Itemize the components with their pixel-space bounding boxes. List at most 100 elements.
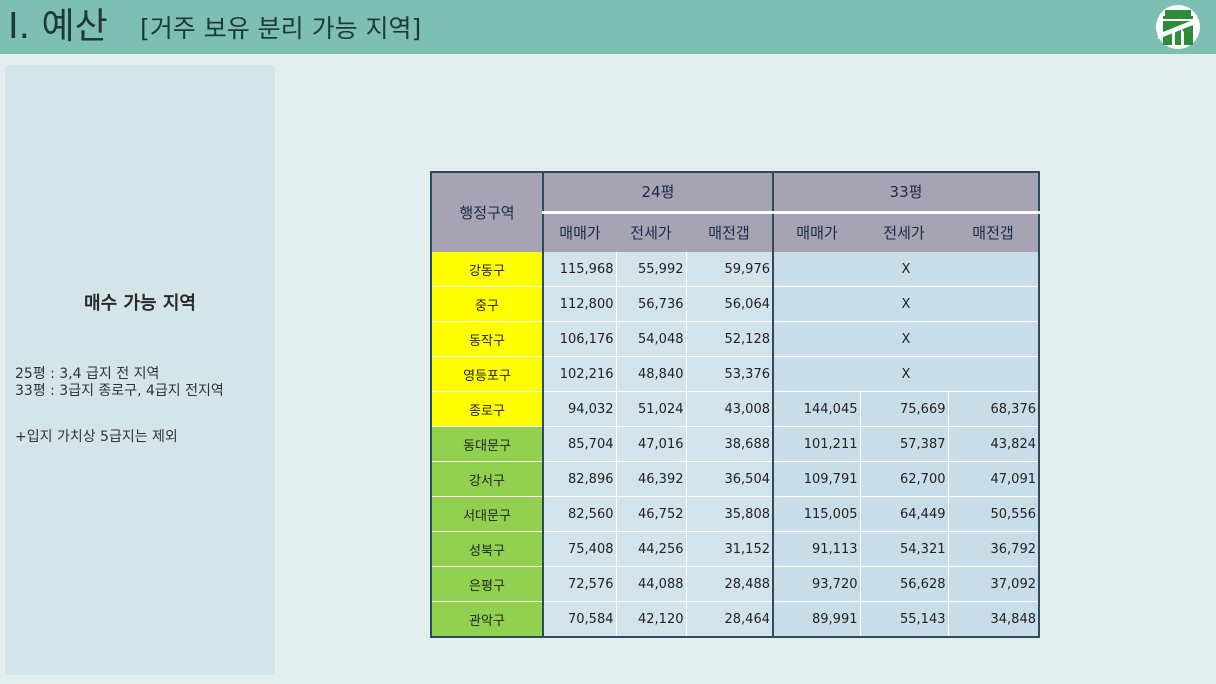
not-applicable-cell: X bbox=[772, 252, 1039, 287]
price-cell: 36,792 bbox=[948, 531, 1040, 567]
price-cell: 42,120 bbox=[616, 601, 687, 638]
table-row: 종로구 94,032 51,024 43,008 144,045 75,669 … bbox=[431, 391, 1040, 427]
price-cell: 68,376 bbox=[948, 391, 1040, 427]
price-cell: 35,808 bbox=[686, 496, 774, 532]
region-cell: 종로구 bbox=[431, 391, 544, 427]
price-cell: 48,840 bbox=[616, 356, 687, 392]
price-cell: 28,464 bbox=[686, 601, 774, 638]
table-row: 동작구 106,176 54,048 52,128 X bbox=[431, 321, 1039, 357]
sub-header-24-sale: 매매가 bbox=[543, 212, 616, 252]
price-cell: 54,321 bbox=[860, 531, 949, 567]
price-cell: 51,024 bbox=[616, 391, 687, 427]
price-cell: 57,387 bbox=[860, 426, 949, 462]
price-cell: 46,392 bbox=[616, 461, 687, 497]
table-row: 동대문구 85,704 47,016 38,688 101,211 57,387… bbox=[431, 426, 1040, 462]
region-cell: 강동구 bbox=[431, 252, 544, 287]
not-applicable-cell: X bbox=[772, 356, 1039, 392]
price-cell: 47,016 bbox=[616, 426, 687, 462]
price-cell: 82,896 bbox=[543, 461, 617, 497]
region-cell: 동작구 bbox=[431, 321, 544, 357]
table-row: 관악구 70,584 42,120 28,464 89,991 55,143 3… bbox=[431, 601, 1040, 638]
table-row: 강동구 115,968 55,992 59,976 X bbox=[431, 252, 1039, 287]
table-body: 강동구 115,968 55,992 59,976 X 중구 112,800 5… bbox=[431, 252, 1040, 638]
price-cell: 36,504 bbox=[686, 461, 774, 497]
region-cell: 서대문구 bbox=[431, 496, 544, 532]
price-cell: 54,048 bbox=[616, 321, 687, 357]
price-cell: 115,005 bbox=[772, 496, 861, 532]
price-cell: 109,791 bbox=[772, 461, 861, 497]
table-row: 중구 112,800 56,736 56,064 X bbox=[431, 286, 1039, 322]
info-line-33: 33평 : 3급지 종로구, 4급지 전지역 bbox=[15, 383, 224, 399]
header-bar: I. 예산 [거주 보유 분리 가능 지역] bbox=[0, 0, 1216, 54]
page-subtitle: [거주 보유 분리 가능 지역] bbox=[140, 14, 422, 43]
price-cell: 82,560 bbox=[543, 496, 617, 532]
info-heading: 매수 가능 지역 bbox=[84, 293, 196, 314]
price-cell: 31,152 bbox=[686, 531, 774, 567]
sub-header-33-gap: 매전갭 bbox=[948, 212, 1039, 252]
sub-header-33-jeonse: 전세가 bbox=[860, 212, 948, 252]
region-cell: 관악구 bbox=[431, 601, 544, 638]
price-cell: 44,088 bbox=[616, 566, 687, 602]
price-cell: 37,092 bbox=[948, 566, 1040, 602]
price-cell: 53,376 bbox=[686, 356, 774, 392]
price-cell: 101,211 bbox=[772, 426, 861, 462]
price-cell: 28,488 bbox=[686, 566, 774, 602]
region-cell: 중구 bbox=[431, 286, 544, 322]
price-cell: 52,128 bbox=[686, 321, 774, 357]
price-cell: 62,700 bbox=[860, 461, 949, 497]
price-cell: 47,091 bbox=[948, 461, 1040, 497]
price-cell: 144,045 bbox=[772, 391, 861, 427]
price-cell: 64,449 bbox=[860, 496, 949, 532]
price-cell: 93,720 bbox=[772, 566, 861, 602]
info-line-exclusion: +입지 가치상 5급지는 제외 bbox=[15, 429, 178, 445]
gate-logo-icon bbox=[1154, 4, 1202, 50]
price-cell: 44,256 bbox=[616, 531, 687, 567]
sub-header-24-jeonse: 전세가 bbox=[616, 212, 686, 252]
sub-header-33-sale: 매매가 bbox=[772, 212, 860, 252]
table-row: 성북구 75,408 44,256 31,152 91,113 54,321 3… bbox=[431, 531, 1040, 567]
region-cell: 동대문구 bbox=[431, 426, 544, 462]
table-row: 은평구 72,576 44,088 28,488 93,720 56,628 3… bbox=[431, 566, 1040, 602]
price-cell: 46,752 bbox=[616, 496, 687, 532]
budget-table: 행정구역 24평 33평 매매가 전세가 매전갭 매매가 전세가 매전갭 강동구… bbox=[430, 171, 1040, 638]
price-cell: 70,584 bbox=[543, 601, 617, 638]
page-title: I. 예산 bbox=[8, 6, 108, 47]
group-header-33: 33평 bbox=[772, 172, 1039, 214]
region-cell: 성북구 bbox=[431, 531, 544, 567]
price-cell: 43,824 bbox=[948, 426, 1040, 462]
not-applicable-cell: X bbox=[772, 321, 1039, 357]
table-row: 영등포구 102,216 48,840 53,376 X bbox=[431, 356, 1039, 392]
price-cell: 75,408 bbox=[543, 531, 617, 567]
price-cell: 50,556 bbox=[948, 496, 1040, 532]
price-cell: 43,008 bbox=[686, 391, 774, 427]
price-cell: 34,848 bbox=[948, 601, 1040, 638]
region-column-header: 행정구역 bbox=[431, 172, 544, 252]
region-cell: 강서구 bbox=[431, 461, 544, 497]
price-cell: 115,968 bbox=[543, 252, 617, 287]
sub-header-24-gap: 매전갭 bbox=[686, 212, 773, 252]
region-cell: 영등포구 bbox=[431, 356, 544, 392]
table-row: 강서구 82,896 46,392 36,504 109,791 62,700 … bbox=[431, 461, 1040, 497]
price-cell: 91,113 bbox=[772, 531, 861, 567]
price-cell: 75,669 bbox=[860, 391, 949, 427]
price-cell: 38,688 bbox=[686, 426, 774, 462]
price-cell: 59,976 bbox=[686, 252, 774, 287]
price-cell: 102,216 bbox=[543, 356, 617, 392]
price-cell: 72,576 bbox=[543, 566, 617, 602]
info-panel: 매수 가능 지역 25평 : 3,4 급지 전 지역 33평 : 3급지 종로구… bbox=[5, 65, 275, 675]
price-cell: 89,991 bbox=[772, 601, 861, 638]
price-cell: 56,628 bbox=[860, 566, 949, 602]
price-cell: 55,143 bbox=[860, 601, 949, 638]
group-header-24: 24평 bbox=[543, 172, 773, 214]
price-cell: 56,736 bbox=[616, 286, 687, 322]
info-line-25: 25평 : 3,4 급지 전 지역 bbox=[15, 366, 160, 382]
price-cell: 106,176 bbox=[543, 321, 617, 357]
price-cell: 94,032 bbox=[543, 391, 617, 427]
price-cell: 56,064 bbox=[686, 286, 774, 322]
price-cell: 112,800 bbox=[543, 286, 617, 322]
table-row: 서대문구 82,560 46,752 35,808 115,005 64,449… bbox=[431, 496, 1040, 532]
not-applicable-cell: X bbox=[772, 286, 1039, 322]
region-cell: 은평구 bbox=[431, 566, 544, 602]
price-cell: 85,704 bbox=[543, 426, 617, 462]
price-cell: 55,992 bbox=[616, 252, 687, 287]
